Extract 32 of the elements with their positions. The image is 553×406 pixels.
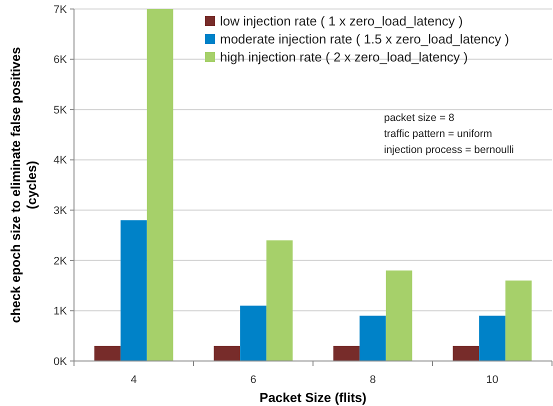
bar [386, 270, 412, 361]
bar [94, 346, 121, 361]
y-tick-label: 4K [54, 154, 68, 167]
annotation: traffic pattern = uniform [384, 128, 492, 140]
bar [505, 280, 532, 361]
bar [452, 346, 480, 361]
y-tick-label: 0K [54, 356, 68, 368]
x-tick-label: 8 [370, 374, 376, 386]
x-tick-label: 4 [130, 374, 137, 386]
bar [120, 220, 147, 361]
y-tick-label: 1K [54, 306, 68, 318]
bar [360, 316, 386, 361]
legend-label: moderate injection rate ( 1.5 x zero_load_latency ) [220, 32, 510, 47]
bar [266, 240, 293, 361]
y-axis-title: check epoch size to eliminate false positives (cycles) [8, 47, 39, 323]
y-tick-label: 6K [54, 54, 68, 66]
x-axis-title: Packet Size (flits) [260, 390, 366, 405]
bar [214, 346, 240, 361]
y-tick-label: 2K [54, 255, 68, 268]
annotation: injection process = bernoulli [384, 144, 514, 156]
x-tick-label: 10 [486, 374, 498, 386]
legend-label: high injection rate ( 2 x zero_load_latency ) [220, 50, 468, 65]
annotation: packet size = 8 [384, 112, 454, 124]
x-tick-label: 6 [250, 374, 256, 386]
bar [333, 346, 360, 361]
y-tick-label: 5K [54, 104, 68, 116]
y-tick-label: 3K [54, 204, 68, 217]
y-tick-label: 7K [54, 4, 68, 16]
bar [146, 9, 174, 361]
bar [479, 316, 506, 361]
legend-label: low injection rate ( 1 x zero_load_latency ) [220, 14, 463, 29]
bar [240, 306, 266, 361]
